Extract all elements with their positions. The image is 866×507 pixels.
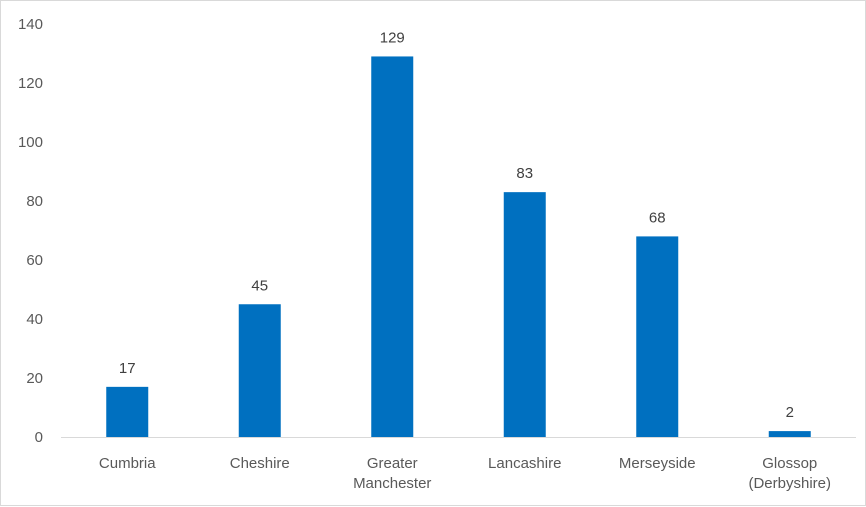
bar bbox=[768, 431, 811, 437]
y-tick-label: 100 bbox=[18, 134, 43, 151]
bars bbox=[106, 56, 811, 437]
x-tick-label: Cheshire bbox=[230, 455, 290, 472]
y-tick-label: 120 bbox=[18, 75, 43, 92]
y-tick-label: 60 bbox=[26, 252, 43, 269]
x-tick-label: Merseyside bbox=[619, 455, 696, 472]
data-label: 129 bbox=[380, 29, 405, 46]
x-tick-label: Greater Manchester bbox=[353, 455, 431, 492]
bar bbox=[106, 386, 149, 437]
data-label: 68 bbox=[649, 209, 666, 226]
data-label: 17 bbox=[119, 360, 136, 377]
y-tick-label: 80 bbox=[26, 193, 43, 210]
x-tick-label: Glossop (Derbyshire) bbox=[748, 455, 831, 492]
bar bbox=[636, 236, 679, 437]
bar bbox=[371, 56, 414, 437]
bar bbox=[503, 192, 546, 437]
x-tick-label: Cumbria bbox=[99, 455, 156, 472]
bar bbox=[238, 304, 281, 437]
x-axis-ticks: Cumbria Cheshire Greater Manchester Lancashi… bbox=[99, 455, 831, 492]
data-label: 2 bbox=[786, 404, 794, 421]
y-axis-ticks: 0 20 40 60 80 100 120 140 bbox=[18, 16, 43, 446]
y-tick-label: 140 bbox=[18, 16, 43, 33]
y-tick-label: 0 bbox=[35, 429, 43, 446]
data-label: 45 bbox=[251, 277, 268, 294]
data-label: 83 bbox=[516, 165, 533, 182]
y-tick-label: 40 bbox=[26, 311, 43, 328]
x-tick-label: Lancashire bbox=[488, 455, 561, 472]
data-labels: 17 45 129 83 68 2 bbox=[119, 29, 794, 421]
y-tick-label: 20 bbox=[26, 370, 43, 387]
